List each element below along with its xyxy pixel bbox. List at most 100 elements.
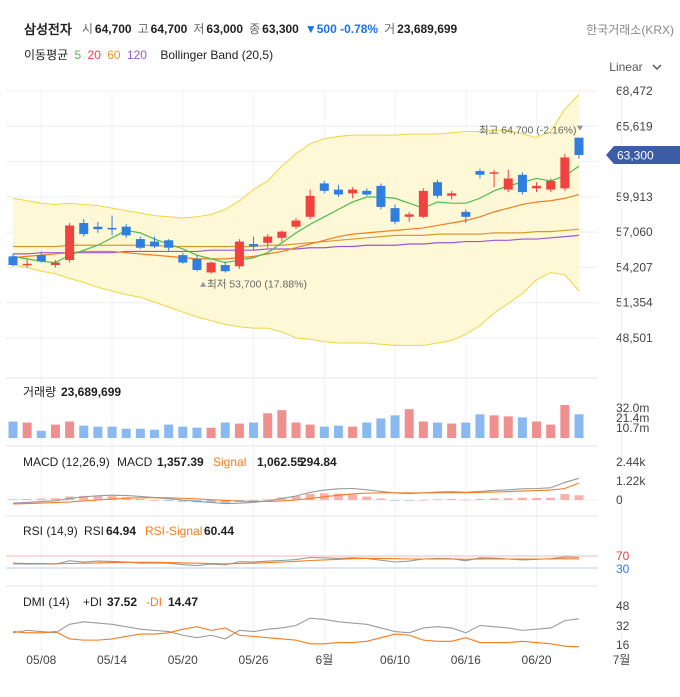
dmi-minus-line (12, 626, 580, 648)
ma5-line (12, 165, 580, 264)
ma20-period[interactable]: 20 (87, 48, 101, 62)
stock-name[interactable]: 삼성전자 (24, 22, 72, 37)
macd-oscillator-bar (135, 498, 145, 500)
low-value: 63,000 (206, 21, 244, 36)
volume-title: 거래량 (23, 385, 56, 399)
bollinger-label[interactable]: Bollinger Band (20,5) (160, 48, 274, 62)
macd-oscillator-bar (178, 500, 188, 502)
change-value: ▼500 -0.78% (304, 21, 379, 36)
volume-bar (22, 422, 32, 438)
candle-body (220, 265, 230, 272)
volume-bar (277, 410, 287, 438)
volume-bar (517, 417, 527, 438)
macd-oscillator-bar (348, 494, 358, 500)
candle-body (121, 226, 131, 236)
candle-body (178, 255, 188, 263)
bollinger-lower-line (12, 264, 580, 346)
volume-value: 23,689,699 (397, 21, 458, 36)
candle-body (277, 231, 287, 238)
macd-oscillator-bar (93, 495, 103, 500)
candle-body (319, 183, 329, 191)
volume-bar (220, 422, 230, 438)
macd-tick-label: 1.22k (616, 474, 646, 488)
ma20-line (12, 193, 580, 260)
volume-bar (574, 414, 584, 438)
macd-signal-label: Signal (213, 455, 246, 469)
rsi-signal-value: 60.44 (204, 524, 234, 538)
candle-body (234, 241, 244, 267)
candle-body (560, 157, 570, 189)
macd-oscillator-bar (107, 496, 117, 500)
volume-bar (150, 429, 159, 438)
x-axis-label: 06/10 (380, 653, 410, 667)
candle-body (503, 178, 513, 190)
macd-oscillator-bar (475, 499, 485, 500)
ma-label[interactable]: 이동평균 (24, 48, 69, 62)
candle-body (404, 214, 414, 217)
candle-body (93, 226, 103, 230)
candle-body (574, 137, 584, 155)
rsi-value: 64.94 (106, 524, 136, 538)
volume-bar (348, 426, 358, 438)
macd-oscillator-bar (36, 498, 46, 500)
dmi-minus-label: -DI (146, 595, 162, 609)
scale-mode-dropdown[interactable]: Linear (609, 60, 662, 74)
macd-oscillator-bar (362, 496, 372, 500)
candle-body (447, 193, 457, 196)
quote-summary: 삼성전자 시 64,700 고 64,700 저 63,000 종 63,300… (24, 19, 463, 38)
macd-oscillator-bar (50, 498, 60, 500)
macd-title: MACD (12,26,9) (23, 455, 110, 469)
candle-body (50, 262, 60, 266)
rsi-level-low-label: 30 (616, 562, 630, 576)
candle-body (305, 195, 315, 217)
indicator-legend: 이동평균 5 20 60 120 Bollinger Band (20,5) (24, 46, 276, 63)
rsi-signal-line (12, 557, 580, 565)
dmi-title: DMI (14) (23, 595, 70, 609)
macd-oscillator-bar (433, 499, 442, 501)
dmi-tick-label: 32 (616, 619, 630, 633)
high-label: 고 (137, 22, 149, 36)
dmi-plus-line (12, 617, 580, 640)
price-tick-label: 68,472 (616, 84, 653, 98)
ma120-line (13, 234, 580, 255)
dmi-tick-label: 16 (616, 638, 630, 652)
candle-body (107, 227, 117, 230)
rsi-level-high-label: 70 (616, 549, 630, 563)
volume-bar (475, 414, 485, 438)
candle-body (79, 222, 89, 235)
candle-body (150, 241, 159, 247)
macd-oscillator-bar (517, 497, 527, 500)
price-tick-label: 57,060 (616, 225, 653, 239)
candle-body (65, 225, 75, 261)
price-tick-label: 51,354 (616, 296, 653, 310)
ma60-period[interactable]: 60 (107, 48, 121, 62)
ma5-period[interactable]: 5 (74, 48, 82, 62)
price-tick-label: 48,501 (616, 331, 653, 345)
volume-bar (164, 424, 174, 438)
volume-bar (36, 430, 46, 438)
low-marker-icon (200, 281, 207, 287)
macd-oscillator-bar (574, 495, 584, 500)
volume-tick-label: 10.7m (616, 421, 649, 435)
macd-oscillator-bar (461, 499, 471, 501)
x-axis-label: 7월 (613, 653, 631, 667)
volume-tick-label: 21.4m (616, 411, 649, 425)
price-tick-label: 65,619 (616, 119, 653, 133)
volume-bar (532, 421, 542, 438)
macd-oscillator-bar (150, 500, 159, 501)
macd-oscillator-bar (291, 496, 301, 500)
volume-bar (418, 421, 428, 438)
exchange-label: 한국거래소(KRX) (586, 23, 674, 37)
volume-bar (404, 409, 414, 438)
volume-bar (121, 428, 131, 438)
ma120-period[interactable]: 120 (126, 48, 147, 62)
candle-body (362, 190, 372, 195)
volume-bar (135, 428, 145, 438)
candle-body (433, 182, 442, 196)
volume-bar (390, 415, 400, 438)
volume-bar (192, 427, 202, 438)
dmi-minus-value: 14.47 (168, 595, 198, 609)
scale-mode-label: Linear (609, 60, 643, 74)
candle-body (206, 262, 216, 273)
